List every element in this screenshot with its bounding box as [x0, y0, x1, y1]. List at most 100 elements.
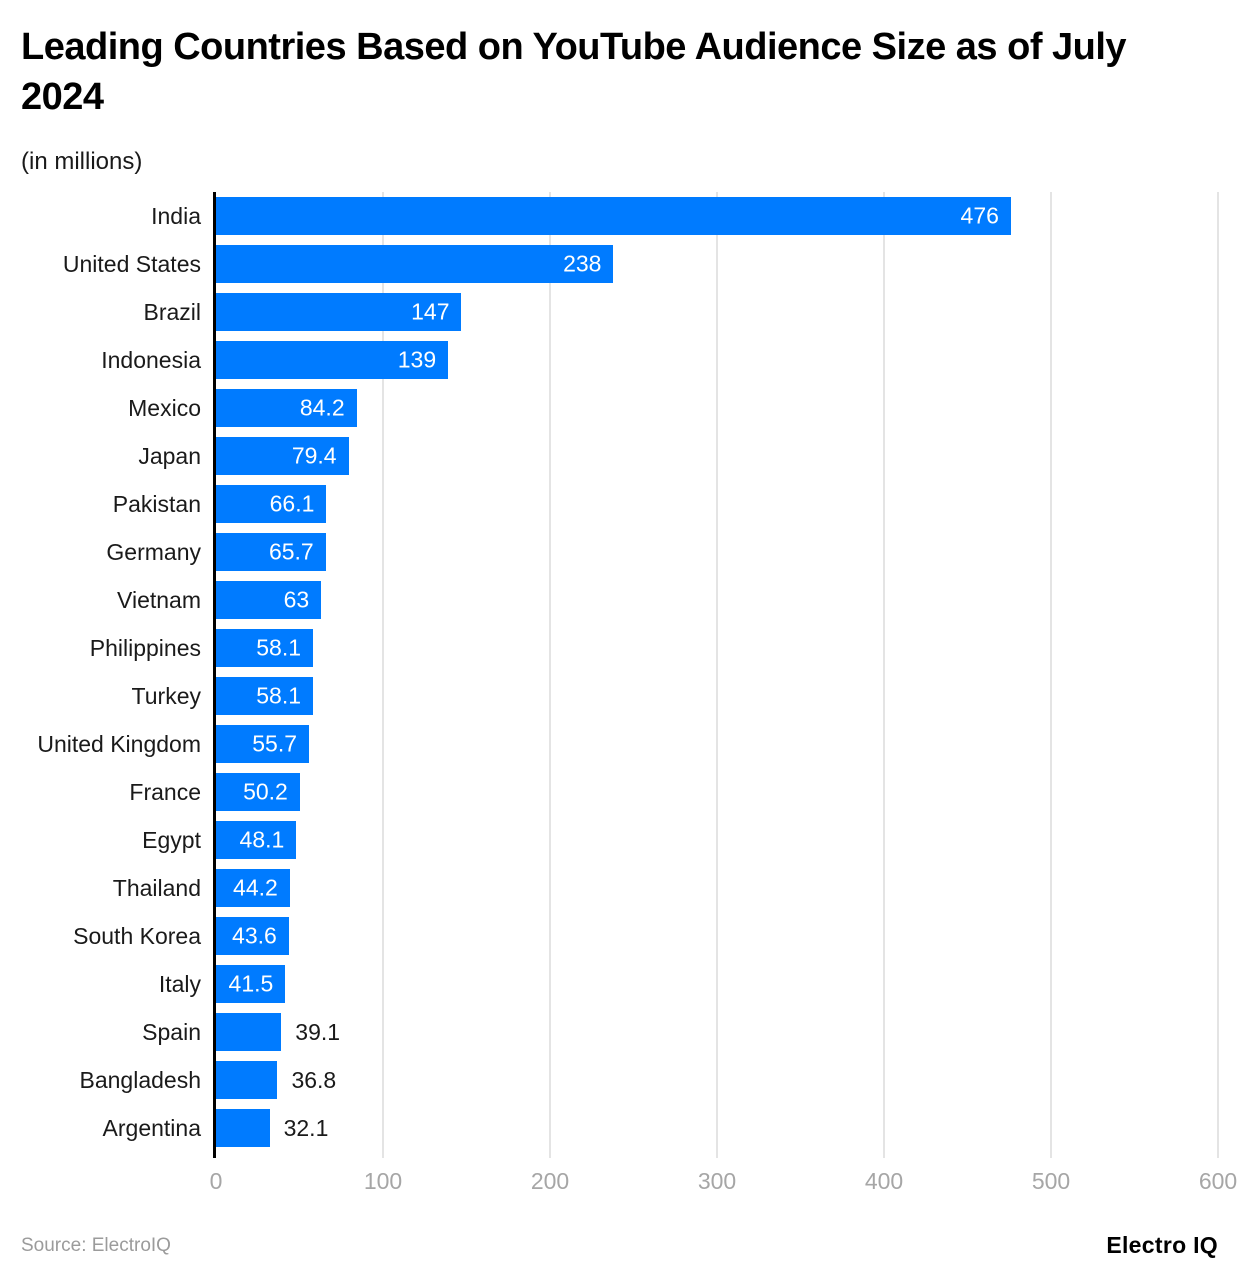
value-label: 66.1 [269, 490, 315, 517]
bar-row: 65.7 [216, 528, 1218, 576]
bar-row: 50.2 [216, 768, 1218, 816]
value-label: 58.1 [256, 682, 302, 709]
bar: 139 [216, 341, 449, 380]
category-labels-column: India United States Brazil Indonesia Mexico J… [21, 192, 213, 1158]
bar-row: 36.8 [216, 1056, 1218, 1104]
category-label: Germany [106, 538, 201, 565]
chart-subtitle: (in millions) [21, 148, 143, 176]
category-label: France [129, 778, 201, 805]
value-label: 39.1 [295, 1018, 341, 1045]
category-label: Bangladesh [79, 1066, 202, 1093]
bar: 44.2 [216, 869, 290, 908]
bar-row: 58.1 [216, 624, 1218, 672]
x-tick-label: 100 [363, 1168, 403, 1195]
value-label: 58.1 [256, 634, 302, 661]
gridline [548, 192, 551, 1159]
bar: 79.4 [216, 437, 349, 476]
gridline [882, 192, 885, 1159]
source-text: Source: ElectroIQ [21, 1234, 171, 1256]
bar: 55.7 [216, 725, 310, 764]
bar-row: 48.1 [216, 816, 1218, 864]
category-label: Mexico [128, 394, 201, 421]
bar: 66.1 [216, 485, 327, 524]
bar: 476 [216, 197, 1011, 236]
bar-row: 79.4 [216, 432, 1218, 480]
category-label: India [151, 202, 201, 229]
value-label: 36.8 [291, 1066, 337, 1093]
category-label: Thailand [112, 874, 201, 901]
bar-row: 147 [216, 288, 1218, 336]
bar-row: 58.1 [216, 672, 1218, 720]
value-label: 476 [960, 202, 999, 229]
value-label: 55.7 [252, 730, 298, 757]
category-label: Argentina [102, 1114, 201, 1141]
x-tick-label: 0 [209, 1168, 223, 1195]
bar: 65.7 [216, 533, 326, 572]
category-label: Turkey [131, 682, 201, 709]
category-label: Philippines [89, 634, 201, 661]
category-label: Egypt [142, 826, 201, 853]
bar-row: 39.1 [216, 1008, 1218, 1056]
x-tick-label: 400 [864, 1168, 904, 1195]
chart-body: India United States Brazil Indonesia Mexico J… [21, 192, 1219, 1159]
bar: 238 [216, 245, 614, 284]
x-tick-label: 300 [697, 1168, 737, 1195]
chart-title: Leading Countries Based on YouTube Audie… [21, 26, 1127, 119]
category-label: Spain [142, 1018, 201, 1045]
value-label: 50.2 [243, 778, 288, 805]
value-label: 44.2 [233, 874, 278, 901]
x-axis: 0 100 200 300 400 500 600 [210, 1158, 1238, 1202]
footer: Source: ElectroIQ Electro IQ [21, 1232, 1218, 1259]
bar-row: 55.7 [216, 720, 1218, 768]
x-tick-label: 500 [1031, 1168, 1071, 1195]
bar-row: 32.1 [216, 1104, 1218, 1152]
value-label: 147 [411, 298, 450, 325]
gridline [1217, 192, 1219, 1159]
bar [216, 1109, 270, 1148]
value-label: 43.6 [232, 922, 277, 949]
brand-logo: Electro IQ [1106, 1232, 1218, 1259]
category-label: Japan [138, 442, 201, 469]
value-label: 65.7 [268, 538, 314, 565]
bar: 63 [216, 581, 322, 620]
gridline [1050, 192, 1052, 1159]
category-label: Italy [158, 970, 201, 997]
bar-row: 41.5 [216, 960, 1218, 1008]
bar: 41.5 [216, 965, 286, 1004]
bar-row: 139 [216, 336, 1218, 384]
category-label: Indonesia [101, 346, 201, 373]
value-label: 238 [563, 250, 602, 277]
value-label: 32.1 [283, 1114, 329, 1141]
bar-row: 84.2 [216, 384, 1218, 432]
bar-row: 43.6 [216, 912, 1218, 960]
bar-row: 66.1 [216, 480, 1218, 528]
category-label: Vietnam [117, 586, 201, 613]
value-label: 84.2 [299, 394, 345, 421]
bar-row: 63 [216, 576, 1218, 624]
x-tick-label: 600 [1198, 1168, 1238, 1195]
bar: 50.2 [216, 773, 300, 812]
bar-row: 44.2 [216, 864, 1218, 912]
bar [216, 1013, 282, 1052]
bar: 48.1 [216, 821, 297, 860]
category-label: South Korea [73, 922, 201, 949]
category-label: United States [62, 250, 201, 277]
gridline [716, 192, 718, 1159]
bar: 43.6 [216, 917, 289, 956]
plot-area: 476 238 147 139 84.2 79.4 66.1 65.7 63 58.1 58.1 55… [213, 192, 1219, 1159]
x-tick-label: 200 [530, 1168, 570, 1195]
gridline [381, 192, 384, 1159]
value-label: 63 [283, 586, 310, 613]
category-label: United Kingdom [37, 730, 201, 757]
value-label: 41.5 [228, 970, 274, 997]
bar: 58.1 [216, 677, 314, 716]
bar: 58.1 [216, 629, 314, 668]
bar-chart: India United States Brazil Indonesia Mexico J… [21, 192, 1238, 1202]
category-label: Pakistan [112, 490, 201, 517]
value-label: 48.1 [239, 826, 285, 853]
category-label: Brazil [143, 298, 201, 325]
value-label: 139 [397, 346, 437, 373]
bar: 147 [216, 293, 462, 332]
value-label: 79.4 [291, 442, 337, 469]
